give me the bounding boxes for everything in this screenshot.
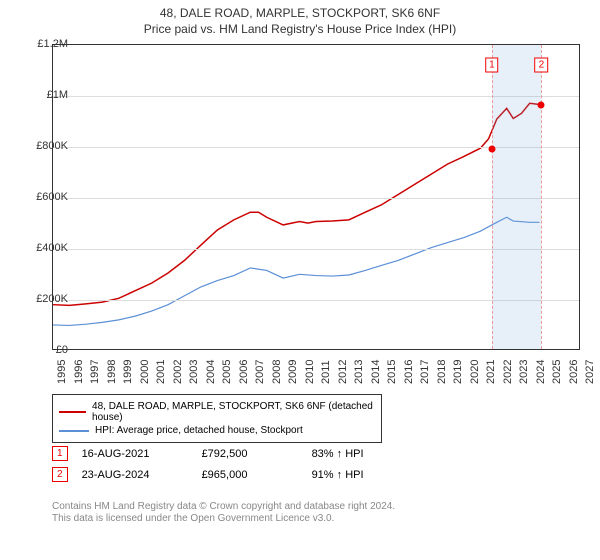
legend-swatch (59, 411, 86, 413)
sale-hpi: 83% ↑ HPI (312, 448, 412, 460)
x-axis-label: 2022 (502, 360, 514, 384)
sale-price: £965,000 (202, 469, 312, 481)
y-axis-label: £1M (28, 89, 68, 101)
x-axis-label: 2027 (584, 360, 596, 384)
x-axis-label: 2009 (287, 360, 299, 384)
legend-swatch (59, 430, 89, 432)
y-axis-label: £0 (28, 344, 68, 356)
plot-area: 12 (52, 44, 580, 350)
x-axis-label: 2019 (452, 360, 464, 384)
sale-vline (541, 45, 542, 349)
chart-subtitle: Price paid vs. HM Land Registry's House … (0, 20, 600, 36)
footnote-line2: This data is licensed under the Open Gov… (52, 513, 590, 524)
y-axis-label: £1.2M (28, 38, 68, 50)
sale-row: 2 23-AUG-2024£965,00091% ↑ HPI (52, 467, 412, 482)
x-axis-label: 2011 (320, 360, 332, 384)
x-axis-label: 2002 (172, 360, 184, 384)
x-axis-label: 2010 (304, 360, 316, 384)
y-axis-label: £800K (28, 140, 68, 152)
y-axis-label: £200K (28, 293, 68, 305)
x-axis-label: 2006 (238, 360, 250, 384)
legend-label: HPI: Average price, detached house, Stoc… (95, 425, 303, 436)
x-axis-label: 2021 (485, 360, 497, 384)
x-axis-label: 2005 (221, 360, 233, 384)
x-axis-label: 2012 (337, 360, 349, 384)
chart-title: 48, DALE ROAD, MARPLE, STOCKPORT, SK6 6N… (0, 0, 600, 20)
sale-point-label: 2 (535, 58, 549, 73)
sales-table: 1 16-AUG-2021£792,50083% ↑ HPI 2 23-AUG-202… (52, 440, 412, 488)
sale-row: 1 16-AUG-2021£792,50083% ↑ HPI (52, 446, 412, 461)
x-axis-label: 2000 (139, 360, 151, 384)
chart-container: 48, DALE ROAD, MARPLE, STOCKPORT, SK6 6N… (0, 0, 600, 560)
x-axis-label: 2007 (254, 360, 266, 384)
x-axis-label: 1995 (56, 360, 68, 384)
x-axis-label: 2014 (370, 360, 382, 384)
footnote-line1: Contains HM Land Registry data © Crown c… (52, 501, 590, 512)
x-axis-label: 2025 (551, 360, 563, 384)
x-axis-label: 2026 (568, 360, 580, 384)
sale-point (488, 145, 495, 152)
x-axis-label: 2023 (518, 360, 530, 384)
x-axis-label: 2020 (469, 360, 481, 384)
sale-point-label: 1 (485, 58, 499, 73)
sale-date: 16-AUG-2021 (82, 448, 202, 460)
x-axis-label: 2004 (205, 360, 217, 384)
x-axis-label: 2018 (436, 360, 448, 384)
y-axis-label: £600K (28, 191, 68, 203)
sale-hpi: 91% ↑ HPI (312, 469, 412, 481)
legend-item: HPI: Average price, detached house, Stoc… (59, 425, 375, 436)
sale-date: 23-AUG-2024 (82, 469, 202, 481)
sale-badge: 1 (52, 446, 68, 461)
x-axis-label: 1998 (106, 360, 118, 384)
x-axis-label: 2008 (271, 360, 283, 384)
x-axis-label: 2001 (155, 360, 167, 384)
sale-vline (492, 45, 493, 349)
x-axis-label: 1996 (73, 360, 85, 384)
sale-badge: 2 (52, 467, 68, 482)
footnote: Contains HM Land Registry data © Crown c… (52, 500, 590, 525)
x-axis-label: 2017 (419, 360, 431, 384)
x-axis-label: 1999 (122, 360, 134, 384)
x-axis-label: 2016 (403, 360, 415, 384)
y-axis-label: £400K (28, 242, 68, 254)
sale-point (538, 101, 545, 108)
x-axis-label: 2015 (386, 360, 398, 384)
legend-label: 48, DALE ROAD, MARPLE, STOCKPORT, SK6 6N… (92, 401, 375, 423)
legend-item: 48, DALE ROAD, MARPLE, STOCKPORT, SK6 6N… (59, 401, 375, 423)
x-axis-label: 2024 (535, 360, 547, 384)
legend: 48, DALE ROAD, MARPLE, STOCKPORT, SK6 6N… (52, 394, 382, 443)
series-hpi (53, 217, 540, 325)
highlight-band (492, 45, 542, 349)
x-axis-label: 2003 (188, 360, 200, 384)
x-axis-label: 1997 (89, 360, 101, 384)
x-axis-label: 2013 (353, 360, 365, 384)
sale-price: £792,500 (202, 448, 312, 460)
